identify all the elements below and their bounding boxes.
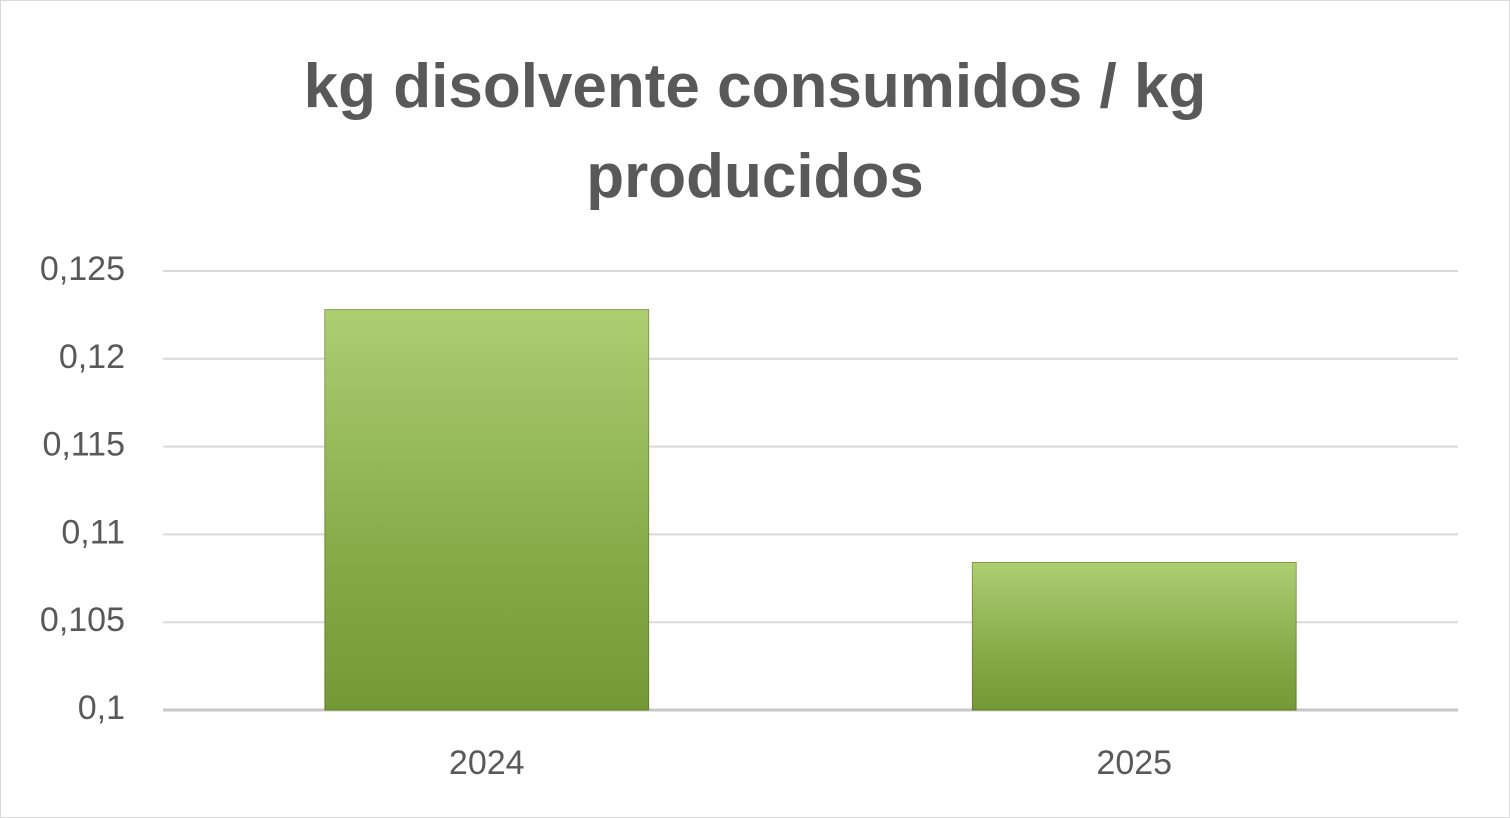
y-tick-label: 0,1 <box>78 689 125 727</box>
bar-shade <box>972 562 1297 710</box>
x-tick-label: 2024 <box>449 744 525 782</box>
y-tick-label: 0,115 <box>42 426 125 464</box>
y-tick-label: 0,11 <box>61 513 125 551</box>
y-tick-label: 0,125 <box>40 250 125 288</box>
bar-shade <box>324 309 649 710</box>
y-tick-label: 0,12 <box>59 338 125 376</box>
x-tick-label: 2025 <box>1096 744 1172 782</box>
chart-title: kg disolvente consumidos / kg producidos <box>303 52 1207 211</box>
y-tick-label: 0,105 <box>40 601 125 639</box>
